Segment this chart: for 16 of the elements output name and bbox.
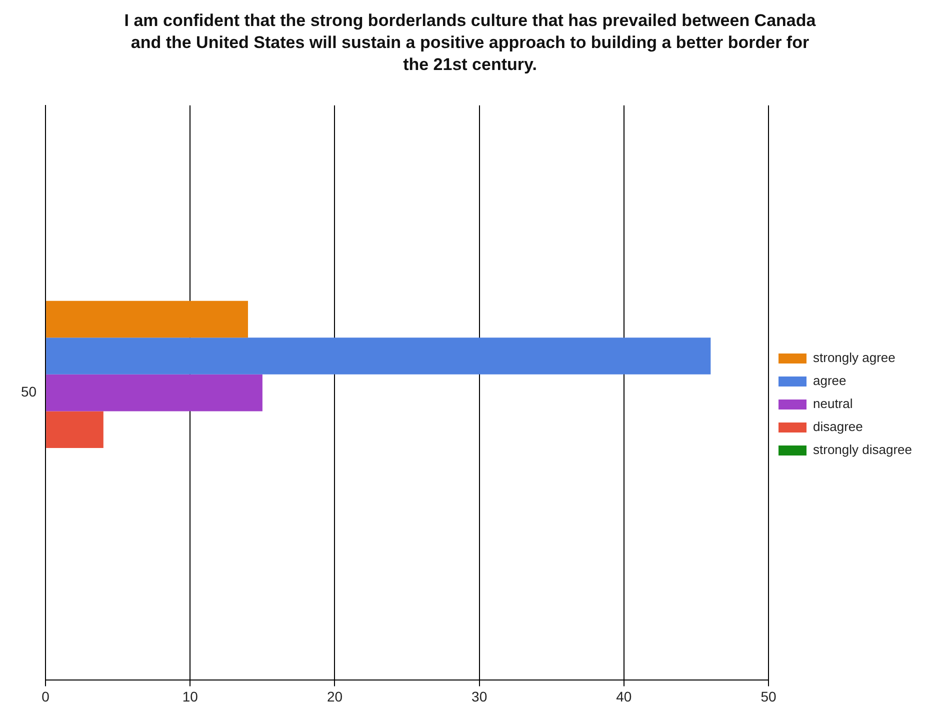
bar bbox=[46, 338, 711, 374]
bar bbox=[46, 300, 248, 338]
chart-title: I am confident that the strong borderlands culture that has prevailed between Canada and the United States will sustain a positive approach to building a better border for the 21st century. bbox=[123, 10, 817, 76]
x-tick-label: 50 bbox=[760, 688, 776, 704]
x-tick-label: 20 bbox=[326, 688, 343, 704]
bar bbox=[46, 411, 104, 448]
bar bbox=[46, 374, 262, 412]
legend-label: neutral bbox=[813, 396, 853, 412]
x-tick-label: 10 bbox=[182, 688, 198, 704]
legend-label: agree bbox=[813, 373, 846, 388]
legend-label: disagree bbox=[813, 419, 863, 434]
legend-label: strongly disagree bbox=[813, 442, 912, 458]
x-tick-label: 30 bbox=[472, 688, 488, 704]
legend-label: strongly agree bbox=[813, 350, 896, 366]
x-tick-label: 0 bbox=[42, 688, 50, 704]
x-tick-label: 40 bbox=[616, 688, 632, 704]
